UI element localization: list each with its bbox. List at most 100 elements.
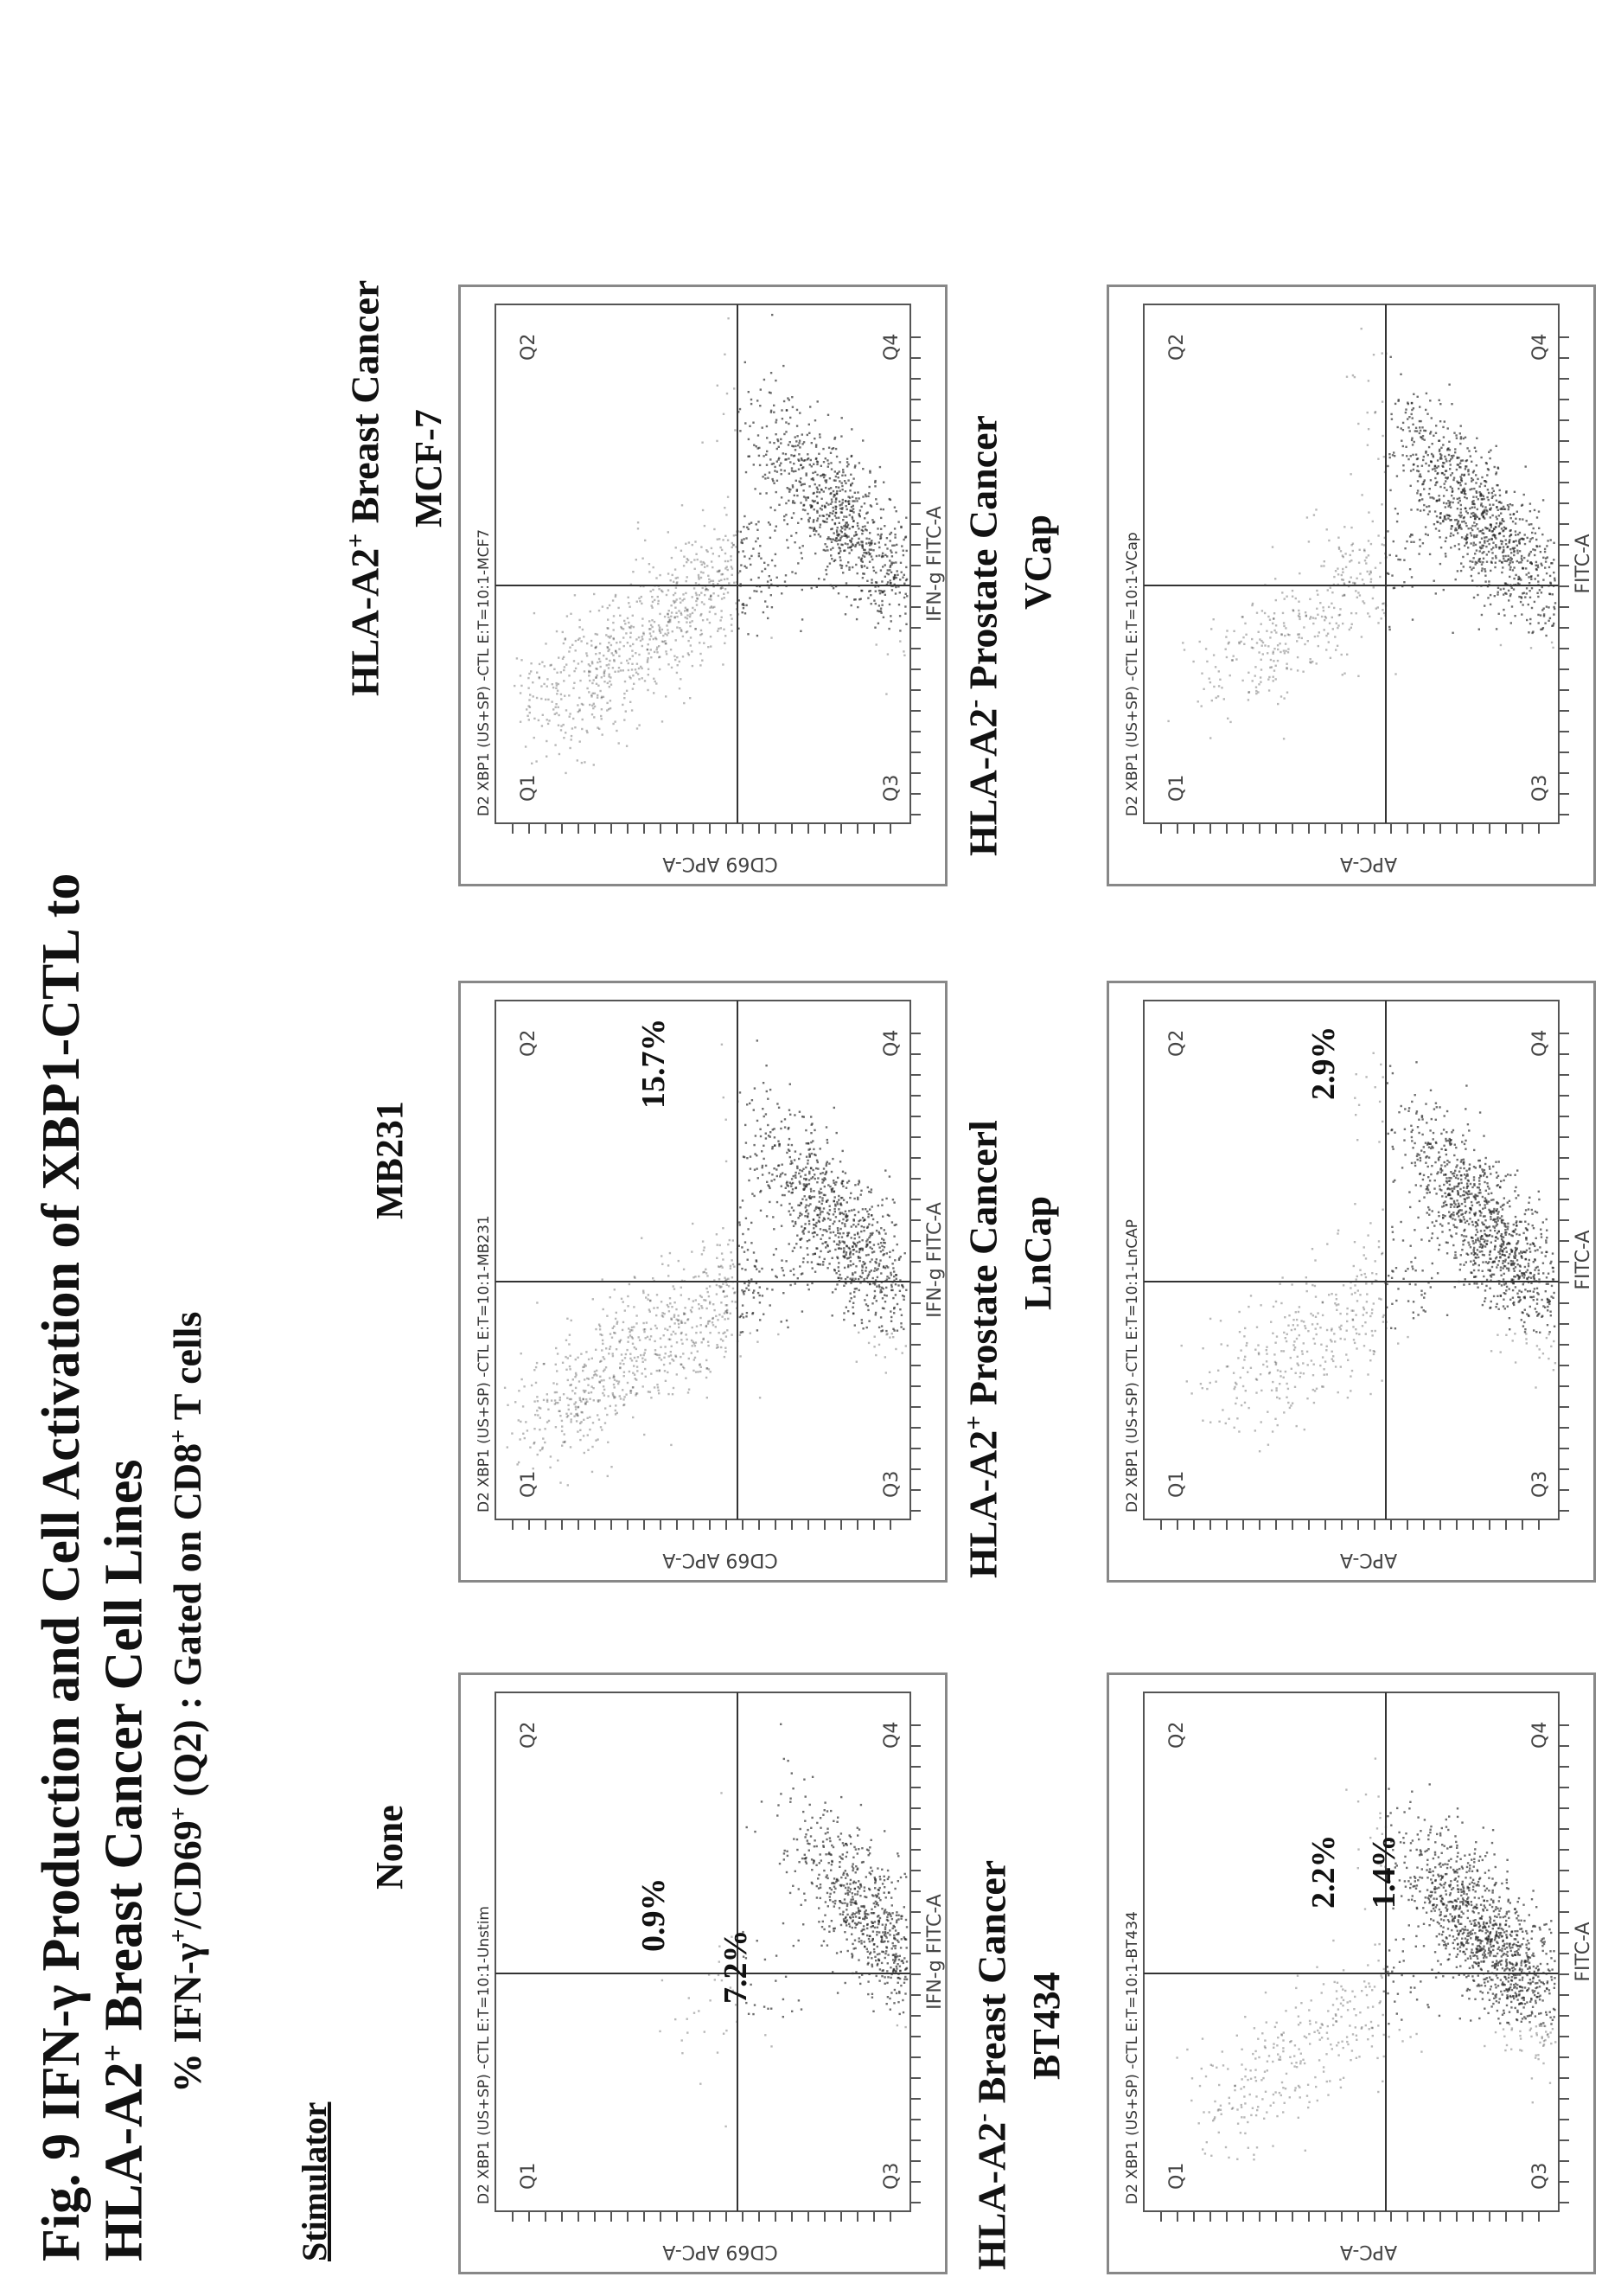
event-dot bbox=[667, 621, 670, 624]
event-dot bbox=[630, 1326, 634, 1329]
event-dot bbox=[866, 521, 869, 524]
event-dot bbox=[565, 1368, 568, 1371]
event-dot bbox=[846, 1234, 849, 1238]
event-dot bbox=[1438, 1933, 1441, 1935]
event-dot bbox=[839, 1273, 841, 1276]
event-dot bbox=[591, 1422, 595, 1424]
event-dot bbox=[871, 1963, 873, 1966]
event-dot bbox=[1330, 2043, 1332, 2046]
event-dot bbox=[1462, 1912, 1465, 1915]
event-dot bbox=[622, 1398, 625, 1401]
event-dot bbox=[861, 576, 865, 579]
event-dot bbox=[828, 1209, 832, 1212]
event-dot bbox=[773, 1136, 776, 1139]
event-dot bbox=[658, 1370, 661, 1372]
event-dot bbox=[865, 1303, 868, 1306]
event-dot bbox=[576, 1414, 578, 1417]
event-dot bbox=[788, 499, 790, 502]
event-dot bbox=[756, 1939, 758, 1942]
event-dot bbox=[716, 570, 719, 573]
event-dot bbox=[826, 1250, 830, 1253]
event-dot bbox=[873, 1926, 877, 1929]
event-dot bbox=[881, 1286, 884, 1289]
event-dot bbox=[578, 636, 581, 640]
event-dot bbox=[588, 675, 590, 677]
event-dot bbox=[663, 615, 667, 618]
event-dot bbox=[720, 1285, 723, 1288]
event-dot bbox=[900, 1938, 903, 1941]
event-dot bbox=[782, 1269, 784, 1272]
event-dot bbox=[660, 1346, 662, 1348]
event-dot bbox=[641, 636, 643, 638]
event-dot bbox=[730, 1250, 732, 1254]
event-dot bbox=[597, 661, 599, 664]
event-dot bbox=[648, 620, 651, 623]
event-dot bbox=[533, 717, 536, 720]
event-dot bbox=[846, 523, 850, 527]
event-dot bbox=[880, 611, 883, 614]
event-dot bbox=[895, 1347, 897, 1351]
event-dot bbox=[748, 1289, 750, 1291]
event-dot bbox=[833, 470, 837, 473]
event-dot bbox=[1510, 1967, 1514, 1969]
event-dot bbox=[1274, 2091, 1277, 2094]
event-dot bbox=[814, 1252, 817, 1256]
event-dot bbox=[878, 1286, 881, 1289]
event-dot bbox=[611, 1391, 615, 1395]
event-dot bbox=[699, 576, 703, 579]
event-dot bbox=[1337, 2054, 1340, 2056]
event-dot bbox=[652, 637, 655, 641]
event-dot bbox=[752, 1291, 755, 1295]
event-dot bbox=[623, 719, 626, 721]
event-dot bbox=[889, 560, 891, 562]
event-dot bbox=[858, 528, 860, 530]
event-dot bbox=[853, 1887, 857, 1890]
event-dot bbox=[894, 1259, 897, 1262]
event-dot bbox=[896, 1243, 898, 1246]
event-dot bbox=[844, 542, 847, 545]
event-dot bbox=[875, 571, 878, 574]
event-dot bbox=[816, 1233, 819, 1237]
event-dot bbox=[1505, 1878, 1509, 1881]
event-dot bbox=[832, 1882, 834, 1884]
event-dot bbox=[1543, 1941, 1546, 1943]
event-dot bbox=[680, 629, 683, 631]
event-dot bbox=[820, 1826, 822, 1829]
event-dot bbox=[1486, 1930, 1490, 1933]
event-dot bbox=[782, 1998, 785, 2001]
event-dot bbox=[779, 1175, 782, 1178]
event-dot bbox=[824, 1241, 826, 1244]
event-dot bbox=[832, 1845, 835, 1849]
event-dot bbox=[676, 576, 680, 579]
event-dot bbox=[590, 1391, 593, 1394]
event-dot bbox=[667, 631, 670, 635]
panel-title: D2 XBP1 (US+SP) -CTL E:T=10:1-MCF7 bbox=[475, 529, 493, 816]
event-dot bbox=[643, 680, 647, 682]
event-dot bbox=[854, 1915, 858, 1918]
event-dot bbox=[828, 1205, 831, 1207]
event-dot bbox=[769, 1088, 772, 1091]
event-dot bbox=[643, 1327, 647, 1331]
event-dot bbox=[641, 1357, 644, 1359]
event-dot bbox=[1531, 2101, 1535, 2104]
event-dot bbox=[823, 1218, 826, 1221]
event-dot bbox=[790, 454, 793, 457]
event-dot bbox=[655, 1294, 659, 1296]
event-dot bbox=[835, 516, 838, 520]
event-dot bbox=[861, 1238, 864, 1242]
event-dot bbox=[889, 1256, 891, 1258]
event-dot bbox=[636, 521, 640, 524]
event-dot bbox=[721, 1315, 724, 1318]
event-dot bbox=[582, 1365, 584, 1369]
event-dot bbox=[843, 1242, 846, 1244]
event-dot bbox=[1363, 1908, 1367, 1910]
event-dot bbox=[1495, 1963, 1498, 1966]
event-dot bbox=[552, 708, 555, 711]
event-dot bbox=[691, 1250, 693, 1253]
event-dot bbox=[871, 1965, 874, 1968]
event-dot bbox=[1503, 2011, 1506, 2015]
event-dot bbox=[553, 1403, 557, 1405]
event-dot bbox=[681, 1365, 685, 1368]
event-dot bbox=[807, 520, 810, 523]
event-dot bbox=[1272, 2093, 1275, 2096]
